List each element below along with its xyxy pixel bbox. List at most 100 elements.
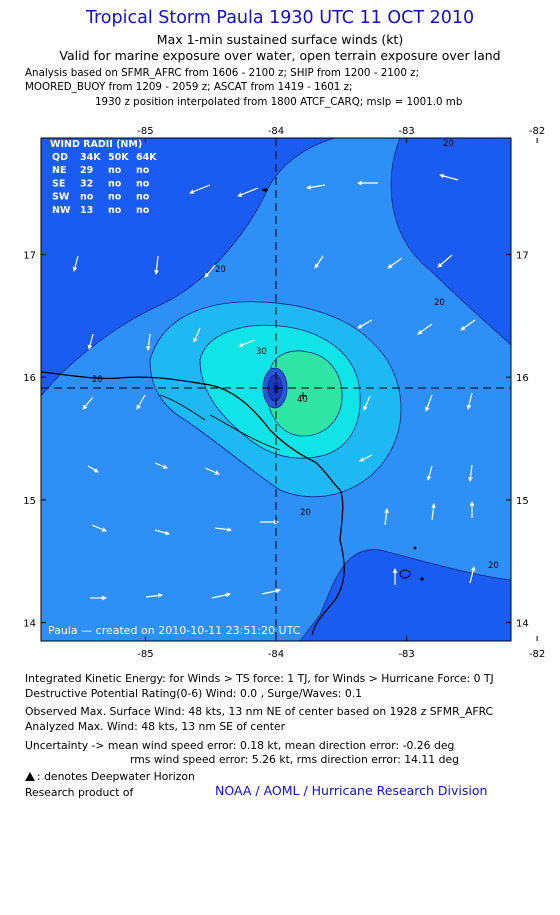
- analysis-line-1: Analysis based on SFMR_AFRC from 1606 - …: [25, 67, 420, 79]
- wind-vector-arrow: [82, 396, 94, 410]
- wind-analysis-map: + 20 20 20 20 20 20 30 40 WIND RADII (NM) QD 34K…: [23, 126, 545, 660]
- wind-radii-header-cell: 50K: [108, 152, 129, 163]
- wind-vector-arrow: [437, 254, 453, 268]
- lat-tick-label-right: 17: [516, 251, 529, 262]
- lon-tick-label-top: -84: [268, 126, 284, 137]
- wind-vector-arrow: [363, 395, 371, 411]
- wind-vector-arrow: [214, 527, 232, 532]
- wind-vector-arrow: [189, 184, 211, 194]
- lat-tick-label-right: 14: [516, 619, 529, 630]
- wind-radii-title: WIND RADII (NM): [50, 139, 142, 150]
- wind-radii-cell: no: [108, 192, 122, 203]
- wind-maximum-core: [268, 350, 343, 436]
- lon-tick-label-top: -85: [137, 126, 153, 137]
- wind-vector-arrow: [460, 319, 476, 331]
- contour-label: 20: [443, 139, 454, 149]
- lat-tick-label-right: 16: [516, 373, 529, 384]
- wind-radii-cell: no: [108, 165, 122, 176]
- wind-vector-arrow: [306, 184, 326, 190]
- contour-label: 40: [297, 395, 308, 405]
- wind-vector-arrow: [425, 394, 433, 412]
- wind-vector-arrow: [87, 333, 94, 350]
- noaa-aoml-hrd-link[interactable]: NOAA / AOML / Hurricane Research Divisio…: [215, 783, 488, 798]
- wind-radii-cell: NE: [52, 165, 66, 176]
- deepwater-horizon-legend: : denotes Deepwater Horizon: [25, 770, 195, 783]
- dpr-text: Destructive Potential Rating(0-6) Wind: …: [25, 687, 363, 700]
- lon-tick-label-top: -82: [529, 126, 545, 137]
- lon-tick-label-bottom: -83: [398, 649, 414, 660]
- contour-label: 20: [92, 375, 103, 385]
- wind-vector-arrow: [387, 257, 403, 269]
- wind-radii-cell: 29: [80, 165, 93, 176]
- wind-vector-arrow: [154, 462, 168, 469]
- contour-label: 20: [488, 561, 499, 571]
- lat-tick-label-left: 17: [23, 251, 36, 262]
- lon-tick-label-top: -83: [398, 126, 414, 137]
- wind-vector-arrow: [314, 255, 324, 269]
- wind-vector-arrow: [357, 319, 373, 329]
- uncertainty-line-1: Uncertainty -> mean wind speed error: 0.…: [25, 739, 455, 752]
- wind-radii-header-cell: QD: [52, 152, 68, 163]
- ike-text: Integrated Kinetic Energy: for Winds > T…: [25, 672, 494, 685]
- wind-vector-arrow: [154, 529, 170, 536]
- page-title: Tropical Storm Paula 1930 UTC 11 OCT 201…: [85, 8, 475, 28]
- wind-vector-arrow: [204, 467, 220, 475]
- wind-vector-arrow: [87, 465, 99, 473]
- wind-radii-cell: 13: [80, 205, 93, 216]
- wind-radii-cell: no: [108, 178, 122, 189]
- lat-tick-label-left: 14: [23, 619, 36, 630]
- contour-label: 20: [215, 265, 226, 275]
- oil-platform-icon: [25, 772, 35, 781]
- wind-radii-cell: no: [136, 192, 150, 203]
- wind-vector-arrow: [211, 592, 231, 599]
- wind-radii-cell: SW: [52, 192, 70, 203]
- uncertainty-line-2: rms wind speed error: 5.26 kt, rms direc…: [130, 753, 459, 766]
- product-subtitle: Max 1-min sustained surface winds (kt): [156, 32, 404, 47]
- wind-radii-header-cell: 64K: [136, 152, 157, 163]
- wind-vector-arrow: [91, 524, 107, 532]
- max-wind-marker: +: [298, 389, 307, 402]
- lon-tick-label-bottom: -82: [529, 649, 545, 660]
- analysis-line-3: 1930 z position interpolated from 1800 A…: [95, 96, 463, 108]
- wind-vector-arrow: [237, 187, 259, 197]
- analyzed-max-wind: Analyzed Max. Wind: 48 kts, 13 nm SE of …: [25, 720, 286, 733]
- wind-vector-arrow: [261, 588, 281, 595]
- wind-radii-cell: SE: [52, 178, 65, 189]
- wind-vector-arrow: [431, 503, 436, 521]
- contour-label: 20: [434, 298, 445, 308]
- coastline: [41, 371, 345, 636]
- wind-vector-arrow: [154, 255, 159, 275]
- exposure-subtitle: Valid for marine exposure over water, op…: [59, 48, 501, 63]
- wind-vector-arrow: [193, 327, 201, 343]
- contour-label: 20: [300, 508, 311, 518]
- wind-vector-arrow: [466, 392, 473, 410]
- lat-tick-label-right: 15: [516, 496, 529, 507]
- wind-vector-arrow: [417, 323, 433, 335]
- wind-radii-header-cell: 34K: [80, 152, 101, 163]
- offshore-islands: [262, 188, 424, 581]
- wind-radii-cell: no: [136, 165, 150, 176]
- lon-tick-label-bottom: -84: [268, 649, 284, 660]
- lon-tick-label-bottom: -85: [137, 649, 153, 660]
- wind-vector-arrow: [72, 255, 79, 272]
- contour-label: 30: [256, 347, 267, 357]
- wind-vectors: [72, 173, 476, 601]
- research-text: Research product of: [25, 786, 134, 799]
- wind-vector-arrow: [359, 454, 373, 462]
- wind-vector-arrow: [146, 333, 151, 351]
- wind-vector-arrow: [468, 464, 473, 482]
- map-credit: Paula — created on 2010-10-11 23:51:20 U…: [48, 624, 301, 637]
- wind-vector-arrow: [136, 394, 146, 410]
- wind-vector-arrow: [384, 508, 389, 526]
- wind-vector-arrow: [439, 173, 459, 181]
- wind-vector-arrow: [145, 593, 163, 598]
- wind-radii-cell: no: [80, 192, 94, 203]
- wind-radii-cell: no: [136, 205, 150, 216]
- lat-tick-label-left: 15: [23, 496, 36, 507]
- wind-vector-arrow: [204, 264, 216, 278]
- analysis-line-2: MOORED_BUOY from 1209 - 2059 z; ASCAT fr…: [25, 81, 353, 93]
- wind-vector-arrow: [469, 566, 476, 584]
- wind-radii-cell: 32: [80, 178, 93, 189]
- observed-max-wind: Observed Max. Surface Wind: 48 kts, 13 n…: [25, 705, 494, 718]
- lat-tick-label-left: 16: [23, 373, 36, 384]
